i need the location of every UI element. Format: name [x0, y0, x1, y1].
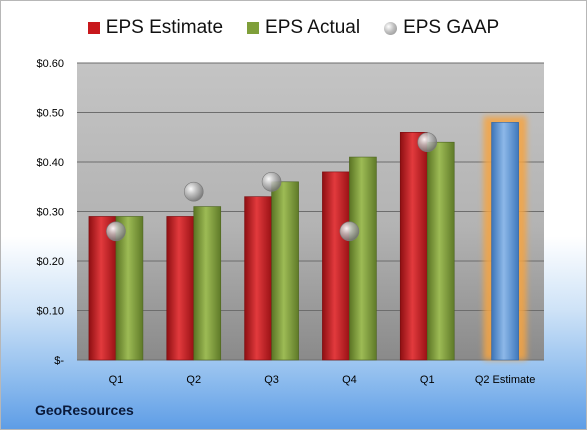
- bar-eps-estimate: [88, 216, 117, 361]
- gaap-point: [183, 181, 204, 202]
- legend-label-gaap: EPS GAAP: [403, 17, 500, 38]
- y-tick-label: $0.10: [36, 306, 64, 318]
- x-tick-label: Q4: [342, 374, 357, 386]
- company-name: GeoResources: [35, 402, 134, 418]
- gaap-point: [417, 132, 438, 152]
- x-tick-label: Q2 Estimate: [475, 374, 536, 386]
- legend-swatch-gaap: [384, 21, 398, 35]
- y-tick-label: $0.50: [36, 108, 64, 120]
- bar-eps-forecast: [491, 122, 519, 361]
- legend-label-actual: EPS Actual: [265, 17, 361, 38]
- bar-eps-actual: [115, 216, 144, 361]
- bar-eps-actual: [193, 206, 222, 361]
- chart-legend: EPS Estimate EPS Actual EPS GAAP: [1, 17, 586, 39]
- bar-eps-actual: [349, 156, 377, 361]
- bar-eps-estimate: [244, 196, 272, 361]
- x-tick-label: Q1: [109, 374, 124, 386]
- x-tick-label: Q3: [264, 374, 279, 386]
- x-tick-label: Q1: [420, 374, 435, 386]
- gaap-point: [261, 172, 282, 192]
- y-tick-label: $0.60: [36, 58, 64, 70]
- bar-eps-actual: [426, 141, 455, 361]
- gaap-points: [106, 132, 438, 242]
- y-axis-ticks: $- $0.10 $0.20 $0.30 $0.40 $0.50 $0.60: [36, 58, 64, 367]
- bars: [88, 116, 527, 361]
- bar-eps-actual: [271, 181, 299, 361]
- legend-item-actual: EPS Actual: [247, 17, 360, 39]
- gaap-point: [106, 221, 126, 242]
- gaap-point: [339, 221, 360, 242]
- y-tick-label: $0.30: [36, 207, 64, 219]
- y-tick-label: $0.20: [36, 256, 64, 268]
- bar-eps-estimate: [166, 216, 195, 361]
- bar-eps-estimate: [399, 132, 428, 361]
- y-tick-label: $0.40: [36, 157, 64, 169]
- y-tick-label: $-: [54, 355, 64, 367]
- legend-swatch-actual: [247, 22, 260, 34]
- legend-item-gaap: EPS GAAP: [384, 17, 499, 39]
- gridlines: [77, 62, 544, 361]
- legend-label-estimate: EPS Estimate: [105, 17, 224, 38]
- legend-swatch-estimate: [87, 22, 100, 34]
- legend-item-estimate: EPS Estimate: [87, 17, 224, 39]
- bar-eps-estimate: [322, 171, 350, 361]
- x-axis-ticks: Q1 Q2 Q3 Q4 Q1 Q2 Estimate: [109, 374, 536, 386]
- x-tick-label: Q2: [186, 374, 201, 386]
